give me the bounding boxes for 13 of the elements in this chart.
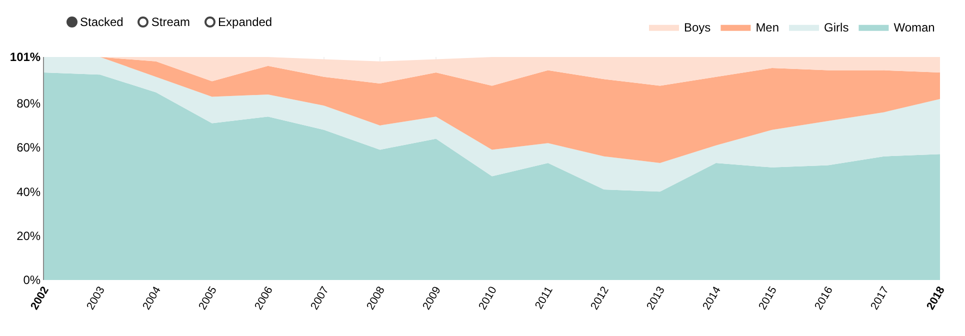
y-tick-label: 0% xyxy=(23,273,41,288)
legend-label: Boys xyxy=(684,20,711,35)
legend-label: Girls xyxy=(824,20,849,35)
y-tick-label: 80% xyxy=(16,96,41,111)
text: Expanded xyxy=(218,15,272,29)
y-tick-label: 60% xyxy=(16,140,41,155)
text: Stacked xyxy=(80,15,124,29)
y-tick-label: 40% xyxy=(16,184,41,199)
legend-label: Men xyxy=(756,20,780,35)
text: Stream xyxy=(151,15,190,29)
legend-label: Woman xyxy=(894,20,935,35)
y-tick-label: 101% xyxy=(10,50,41,64)
y-tick-label: 20% xyxy=(16,229,41,244)
